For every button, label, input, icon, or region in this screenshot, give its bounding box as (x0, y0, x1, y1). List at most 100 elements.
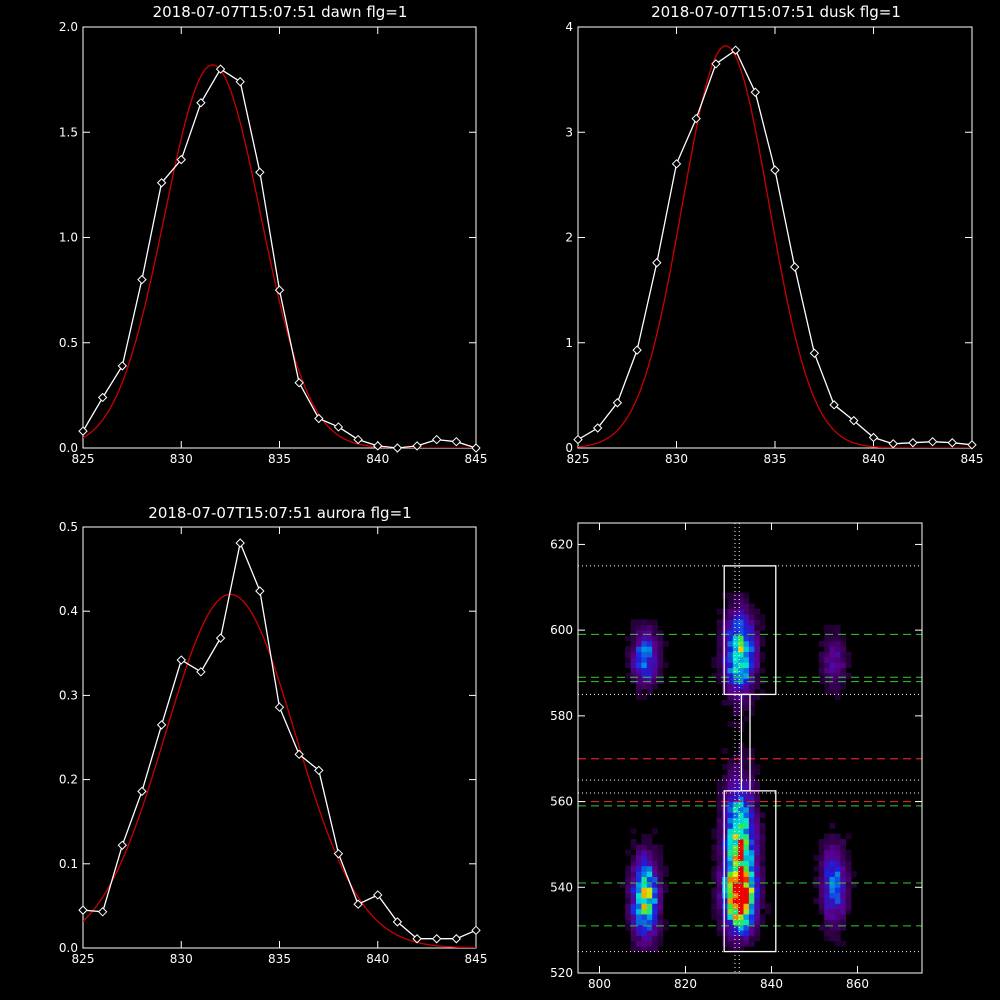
heatmap-cell (722, 833, 728, 840)
data-point (78, 905, 88, 915)
heatmap-cell (840, 908, 847, 915)
heatmap-cell (732, 871, 739, 877)
heatmap-cell (743, 656, 750, 663)
y-tick-label: 2 (565, 231, 573, 245)
heatmap-cell (818, 673, 825, 679)
data-point (809, 348, 820, 358)
heatmap-cell (738, 796, 744, 802)
heatmap-cell (813, 898, 820, 904)
heatmap-cell (641, 935, 648, 942)
heatmap-cell (657, 876, 664, 883)
heatmap-cell (636, 656, 642, 663)
heatmap-cell (738, 930, 744, 936)
heatmap-cell (646, 635, 653, 642)
heatmap-cell (662, 924, 669, 931)
heatmap-cell (641, 667, 648, 674)
heatmap-cell (738, 946, 744, 952)
heatmap-cell (748, 694, 755, 701)
heatmap-cell (630, 903, 637, 910)
heatmap-cell (641, 646, 648, 652)
heatmap-cell (716, 806, 723, 813)
heatmap-cell (748, 849, 755, 856)
heatmap-cell (851, 871, 857, 877)
heatmap-cell (641, 860, 648, 867)
heatmap-cell (716, 619, 723, 626)
heatmap-cell (824, 630, 830, 636)
heatmap-cell (748, 758, 755, 765)
heatmap-cell (641, 662, 648, 669)
heatmap-cell (716, 662, 723, 669)
y-tick-label: 1 (565, 336, 573, 350)
heatmap-cell (845, 849, 852, 856)
heatmap-cell (748, 887, 755, 894)
data-point (711, 59, 721, 69)
heatmap-cell (722, 774, 728, 781)
heatmap-cell (840, 924, 847, 931)
heatmap-cell (652, 855, 658, 861)
heatmap-cell (824, 892, 830, 899)
heatmap-cell (722, 924, 728, 931)
heatmap-cell (652, 849, 658, 856)
heatmap-cell (722, 801, 728, 808)
heatmap-cell (722, 908, 728, 915)
heatmap-cell (743, 592, 750, 599)
heatmap-cell (657, 630, 664, 636)
heatmap-cell (727, 785, 734, 792)
heatmap-cell (738, 871, 744, 877)
heatmap-cell (759, 881, 766, 888)
heatmap-cell (748, 619, 755, 626)
data-point (314, 413, 324, 424)
heatmap-cell (636, 871, 642, 877)
heatmap-cell (727, 678, 734, 685)
heatmap-cell (630, 839, 637, 845)
heatmap-cell (732, 710, 739, 717)
heatmap-cell (716, 919, 723, 926)
heatmap-cell (711, 828, 718, 835)
heatmap-cell (652, 646, 658, 652)
heatmap-cell (716, 796, 723, 802)
heatmap-cell (743, 764, 750, 770)
heatmap-cell (732, 699, 739, 706)
heatmap-cell (716, 833, 723, 840)
heatmap-cell (748, 699, 755, 706)
heatmap-cell (754, 806, 761, 813)
heatmap-cell (748, 860, 755, 867)
heatmap-cell (630, 662, 637, 669)
aurora-region-box (740, 693, 751, 792)
heatmap-cell (759, 849, 766, 856)
heatmap-cell (743, 801, 750, 808)
heatmap-cell (727, 849, 734, 856)
y-tick-label: 1.0 (59, 231, 78, 245)
heatmap-cell (759, 656, 766, 663)
data-point (431, 934, 442, 944)
heatmap-cell (824, 871, 830, 877)
heatmap-cell (657, 860, 664, 867)
heatmap-cell (732, 758, 739, 765)
chart-title: 2018-07-07T15:07:51 dawn flg=1 (153, 3, 408, 21)
heatmap-cell (641, 673, 648, 679)
heatmap-cell (727, 790, 734, 797)
heatmap-cell (657, 914, 664, 920)
heatmap-cell (834, 898, 841, 904)
data-point (691, 113, 701, 124)
heatmap-cell (829, 908, 836, 915)
heatmap-cell (652, 940, 658, 947)
heatmap-cell (716, 673, 723, 679)
heatmap-cell (732, 876, 739, 883)
heatmap-cell (829, 651, 836, 658)
heatmap-cell (829, 876, 836, 883)
heatmap-cell (732, 592, 739, 599)
heatmap-cell (743, 817, 750, 824)
heatmap-cell (759, 823, 766, 829)
heatmap-cell (657, 898, 664, 904)
heatmap-cell (652, 871, 658, 877)
heatmap-cell (845, 673, 852, 679)
heatmap-cell (759, 619, 766, 626)
heatmap-cell (845, 871, 852, 877)
data-point (156, 720, 167, 730)
heatmap-cell (829, 823, 836, 829)
heatmap-cell (818, 881, 825, 888)
heatmap-cell (625, 876, 632, 883)
heatmap-cell (834, 865, 841, 872)
heatmap-cell (657, 940, 664, 947)
